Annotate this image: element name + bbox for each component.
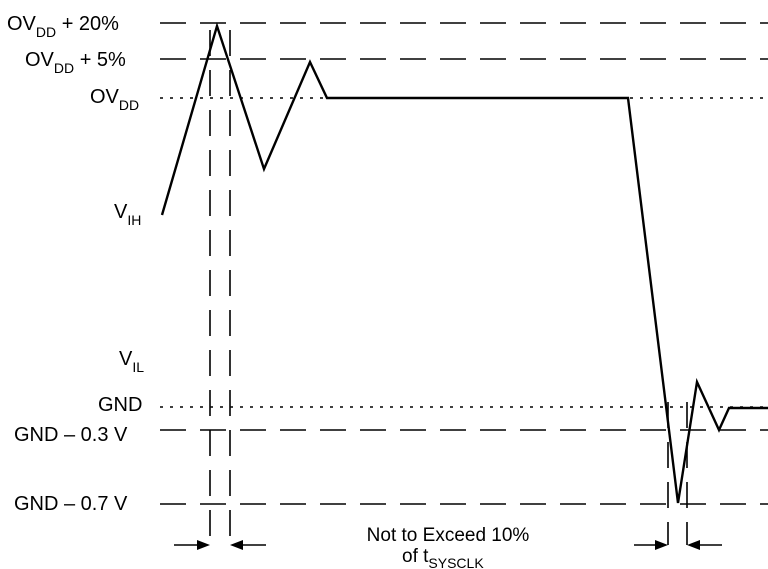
label-ovdd-plus-5: OVDD + 5%: [25, 49, 126, 76]
label-ovdd: OVDD: [90, 86, 139, 113]
timing-note-line2: of tSYSCLK: [402, 546, 484, 569]
signal-waveform: [160, 21, 768, 504]
timing-arrow-right: [634, 540, 722, 550]
timing-arrow-left: [174, 540, 266, 550]
label-gnd-minus-0-7v: GND – 0.7 V: [14, 493, 128, 515]
label-gnd-minus-0-3v: GND – 0.3 V: [14, 424, 128, 446]
timing-note-line1: Not to Exceed 10%: [367, 525, 530, 546]
label-gnd: GND: [98, 394, 142, 416]
label-vih: VIH: [114, 201, 141, 228]
label-ovdd-plus-20: OVDD + 20%: [7, 13, 119, 40]
label-vil: VIL: [119, 348, 144, 375]
